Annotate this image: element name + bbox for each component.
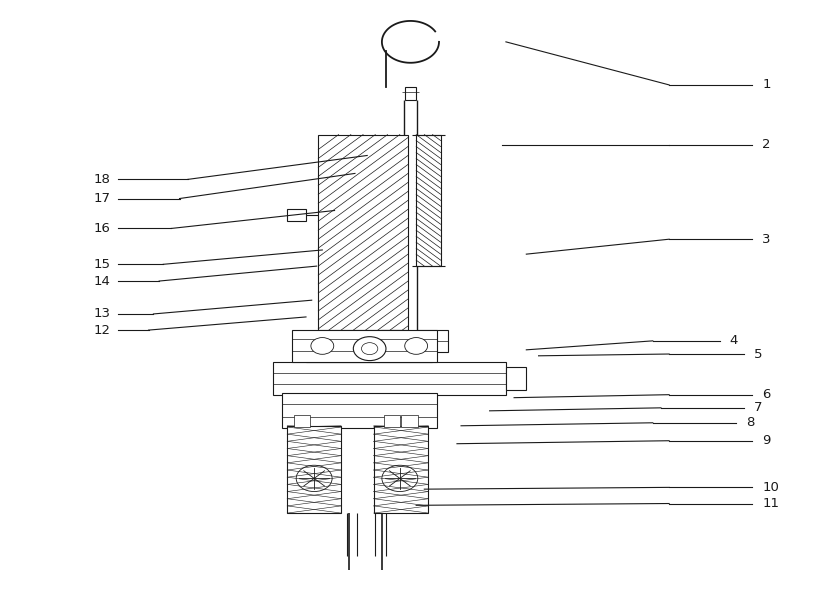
Text: 12: 12 [94,324,111,337]
Bar [401,415,418,427]
Text: 4: 4 [730,334,738,347]
Circle shape [311,337,334,354]
Text: 5: 5 [754,347,762,361]
Text: 9: 9 [762,434,770,447]
Bar [374,426,428,513]
Bar [287,209,306,221]
Bar [506,367,526,390]
Text: 18: 18 [94,173,111,186]
Bar [318,135,408,330]
Circle shape [405,337,428,354]
Text: 17: 17 [94,192,111,205]
Text: 10: 10 [762,481,779,494]
Text: 11: 11 [762,497,779,510]
Bar [282,393,437,428]
Bar [405,87,416,100]
Bar [384,415,400,427]
Bar [416,135,441,266]
Text: 3: 3 [762,233,770,246]
Circle shape [361,343,378,355]
Bar [381,330,404,352]
Text: 16: 16 [94,222,111,235]
Text: 13: 13 [94,307,111,321]
Text: 14: 14 [94,274,111,288]
Bar [287,426,341,513]
Bar [292,330,437,362]
Bar [417,330,448,352]
Bar [294,415,310,427]
Text: 2: 2 [762,138,770,151]
Text: 6: 6 [762,388,770,401]
Bar [273,362,506,395]
Bar [306,335,432,362]
Circle shape [353,337,386,361]
Text: 8: 8 [746,416,754,429]
Text: 1: 1 [762,78,770,91]
Text: 15: 15 [94,258,111,271]
Text: 7: 7 [754,401,762,414]
